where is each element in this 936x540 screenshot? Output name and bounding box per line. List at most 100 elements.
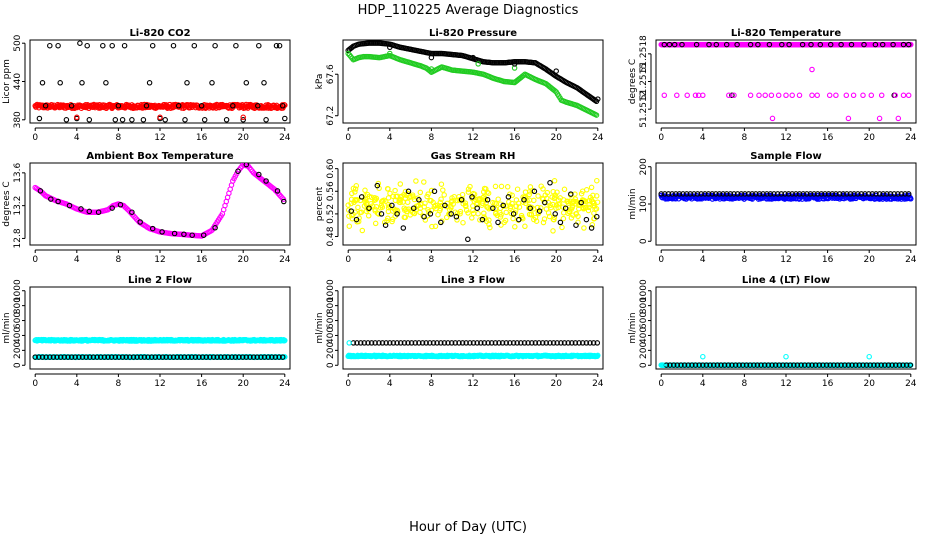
data-point (423, 340, 429, 346)
data-point (591, 210, 597, 216)
data-point (86, 208, 93, 215)
data-point (827, 362, 833, 368)
data-point (801, 362, 808, 368)
y-tick-label: 100 (639, 195, 649, 212)
x-tick-label: 12 (154, 379, 165, 389)
data-point (445, 340, 451, 346)
data-point (230, 103, 236, 109)
data-point (907, 362, 914, 368)
data-point (405, 340, 411, 346)
data-point (440, 187, 446, 193)
data-point (889, 362, 895, 368)
data-point (421, 203, 427, 210)
data-layer (32, 336, 288, 361)
data-point (583, 340, 590, 346)
data-point (747, 92, 754, 99)
data-point (510, 340, 517, 346)
data-point (372, 206, 378, 213)
data-point (419, 340, 426, 346)
data-point (55, 198, 61, 205)
data-point (385, 186, 391, 192)
data-point (357, 340, 364, 346)
data-point (706, 41, 712, 48)
x-tick-label: 20 (550, 133, 562, 143)
data-point (478, 340, 484, 346)
data-point (816, 362, 823, 368)
data-point (256, 171, 262, 178)
panel-2: Li-820 Pressure kPa 0 4 8 12 16 20 24 67.2 67.6 (315, 28, 604, 143)
data-point (879, 41, 886, 48)
data-point (536, 208, 543, 214)
data-point (174, 354, 180, 360)
data-point (412, 340, 419, 346)
data-point (39, 80, 46, 86)
x-tick-label: 24 (905, 255, 917, 265)
data-point (818, 191, 825, 197)
data-point (240, 114, 246, 121)
data-point (878, 92, 885, 99)
data-point (789, 191, 795, 197)
data-point (526, 191, 533, 198)
data-point (470, 203, 476, 209)
data-point (137, 219, 143, 225)
data-point (827, 41, 834, 48)
data-point (43, 354, 49, 360)
data-point (355, 204, 361, 211)
data-point (210, 354, 217, 360)
x-tick-label: 24 (905, 379, 917, 389)
data-point (865, 191, 872, 197)
data-point (874, 362, 881, 368)
data-point (840, 191, 846, 197)
data-point (805, 362, 812, 368)
data-point (586, 197, 593, 204)
data-point (766, 41, 773, 48)
data-point (379, 204, 386, 210)
data-point (218, 354, 224, 360)
data-point (825, 191, 832, 197)
data-point (753, 191, 759, 197)
figure-xlabel: Hour of Day (UTC) (409, 520, 527, 535)
data-point (36, 354, 42, 360)
data-point (373, 195, 380, 202)
data-point (353, 183, 360, 189)
data-point (541, 216, 548, 222)
data-point (796, 92, 803, 99)
data-point (448, 211, 454, 217)
data-point (778, 191, 785, 197)
data-point (521, 197, 527, 203)
data-point (243, 80, 250, 86)
data-point (685, 362, 691, 368)
data-point (868, 92, 875, 99)
data-point (162, 117, 168, 123)
data-point (57, 80, 63, 86)
data-point (702, 191, 708, 197)
y-axis-label: degrees C (628, 59, 638, 104)
y-axis-label: ml/min (2, 312, 12, 343)
data-layer (345, 40, 601, 118)
data-point (751, 362, 757, 368)
data-point (476, 196, 483, 202)
data-point (385, 215, 391, 222)
data-point (516, 216, 522, 223)
data-point (542, 199, 548, 206)
data-point (421, 179, 427, 185)
data-point (734, 191, 741, 197)
y-tick-label: 600 (326, 312, 336, 329)
data-point (761, 362, 768, 368)
panel-5: Gas Stream RH percent 0 4 8 12 16 20 24 0.48 0.52 0… (315, 151, 604, 265)
y-tick-label: 800 (13, 297, 23, 314)
data-point (129, 209, 135, 215)
data-point (387, 44, 393, 51)
data-point (79, 354, 86, 360)
data-point (392, 187, 398, 194)
data-point (595, 96, 601, 102)
data-point (496, 340, 502, 346)
data-point (421, 213, 427, 220)
data-point (552, 192, 559, 198)
data-point (747, 41, 754, 48)
data-point (119, 117, 126, 123)
x-tick-label: 4 (387, 255, 393, 265)
plot-frame (29, 162, 291, 246)
data-point (397, 340, 404, 346)
data-point (732, 362, 739, 368)
